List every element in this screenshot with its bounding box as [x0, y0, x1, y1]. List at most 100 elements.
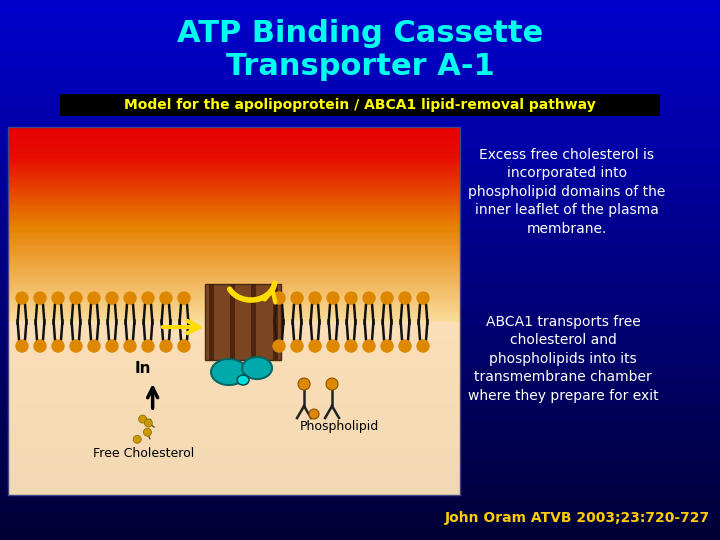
Bar [0, 284, 720, 298]
Bar [0, 14, 720, 28]
Circle shape [52, 292, 64, 304]
Circle shape [88, 340, 100, 352]
Bar [8, 234, 460, 238]
Circle shape [178, 340, 190, 352]
Bar [8, 130, 460, 133]
Circle shape [417, 340, 429, 352]
Bar [8, 232, 460, 235]
Circle shape [381, 340, 393, 352]
Bar [8, 322, 460, 329]
Bar [8, 328, 460, 335]
Bar [8, 181, 460, 184]
Bar [8, 241, 460, 245]
Bar [8, 137, 460, 140]
Bar [8, 315, 460, 318]
Bar [8, 403, 460, 409]
Bar [8, 283, 460, 286]
Bar [8, 127, 460, 131]
Bar [8, 351, 460, 357]
Bar [0, 68, 720, 82]
Circle shape [145, 419, 153, 427]
Bar [251, 284, 256, 360]
Bar [0, 418, 720, 433]
Bar [8, 273, 460, 276]
Bar [8, 437, 460, 444]
Bar [0, 162, 720, 177]
Circle shape [133, 435, 141, 443]
Bar [8, 132, 460, 136]
Circle shape [124, 340, 136, 352]
Circle shape [142, 292, 154, 304]
Bar [0, 94, 720, 109]
Bar [8, 380, 460, 387]
Bar [209, 284, 214, 360]
Bar [8, 489, 460, 496]
Bar [0, 122, 720, 136]
Bar [8, 146, 460, 150]
Bar [8, 397, 460, 404]
Circle shape [70, 292, 82, 304]
Bar [8, 195, 460, 199]
Bar [8, 168, 460, 172]
Bar [8, 298, 460, 301]
Circle shape [34, 292, 46, 304]
Bar [0, 432, 720, 447]
Bar [205, 284, 281, 360]
Circle shape [178, 292, 190, 304]
Bar [8, 483, 460, 490]
Circle shape [309, 340, 321, 352]
Bar [8, 461, 460, 467]
Bar [0, 378, 720, 393]
Circle shape [345, 340, 357, 352]
Bar [8, 409, 460, 415]
Bar [8, 339, 460, 346]
Bar [0, 256, 720, 271]
Bar [0, 500, 720, 514]
Circle shape [160, 292, 172, 304]
Circle shape [88, 292, 100, 304]
Bar [8, 264, 460, 267]
Bar [8, 156, 460, 160]
Bar [8, 239, 460, 242]
Bar [8, 222, 460, 226]
Bar [8, 317, 460, 321]
Bar [8, 334, 460, 340]
Circle shape [16, 292, 28, 304]
Text: Excess free cholesterol is
incorporated into
phospholipid domains of the
inner l: Excess free cholesterol is incorporated … [468, 148, 665, 235]
Circle shape [309, 409, 319, 419]
Bar [8, 268, 460, 272]
Bar [0, 513, 720, 528]
Bar [0, 189, 720, 204]
Bar [8, 254, 460, 257]
Bar [8, 249, 460, 252]
Bar [0, 392, 720, 406]
Bar [8, 188, 460, 191]
Bar [0, 338, 720, 352]
Bar [8, 149, 460, 152]
Bar [8, 356, 460, 363]
Bar [8, 472, 460, 478]
Circle shape [291, 340, 303, 352]
Bar [8, 374, 460, 381]
Bar [8, 305, 460, 308]
Circle shape [160, 340, 172, 352]
Bar [8, 293, 460, 296]
Bar [8, 200, 460, 204]
Bar [0, 364, 720, 379]
Bar [8, 420, 460, 427]
Bar [8, 215, 460, 218]
Bar [0, 27, 720, 42]
Bar [8, 251, 460, 255]
Bar [0, 310, 720, 325]
Bar [0, 324, 720, 339]
Bar [8, 386, 460, 392]
Bar [0, 54, 720, 69]
Circle shape [298, 378, 310, 390]
Bar [8, 266, 460, 269]
Bar [8, 193, 460, 196]
Bar [8, 345, 460, 352]
Circle shape [399, 292, 411, 304]
Bar [0, 405, 720, 420]
Bar [8, 237, 460, 240]
Bar [8, 271, 460, 274]
